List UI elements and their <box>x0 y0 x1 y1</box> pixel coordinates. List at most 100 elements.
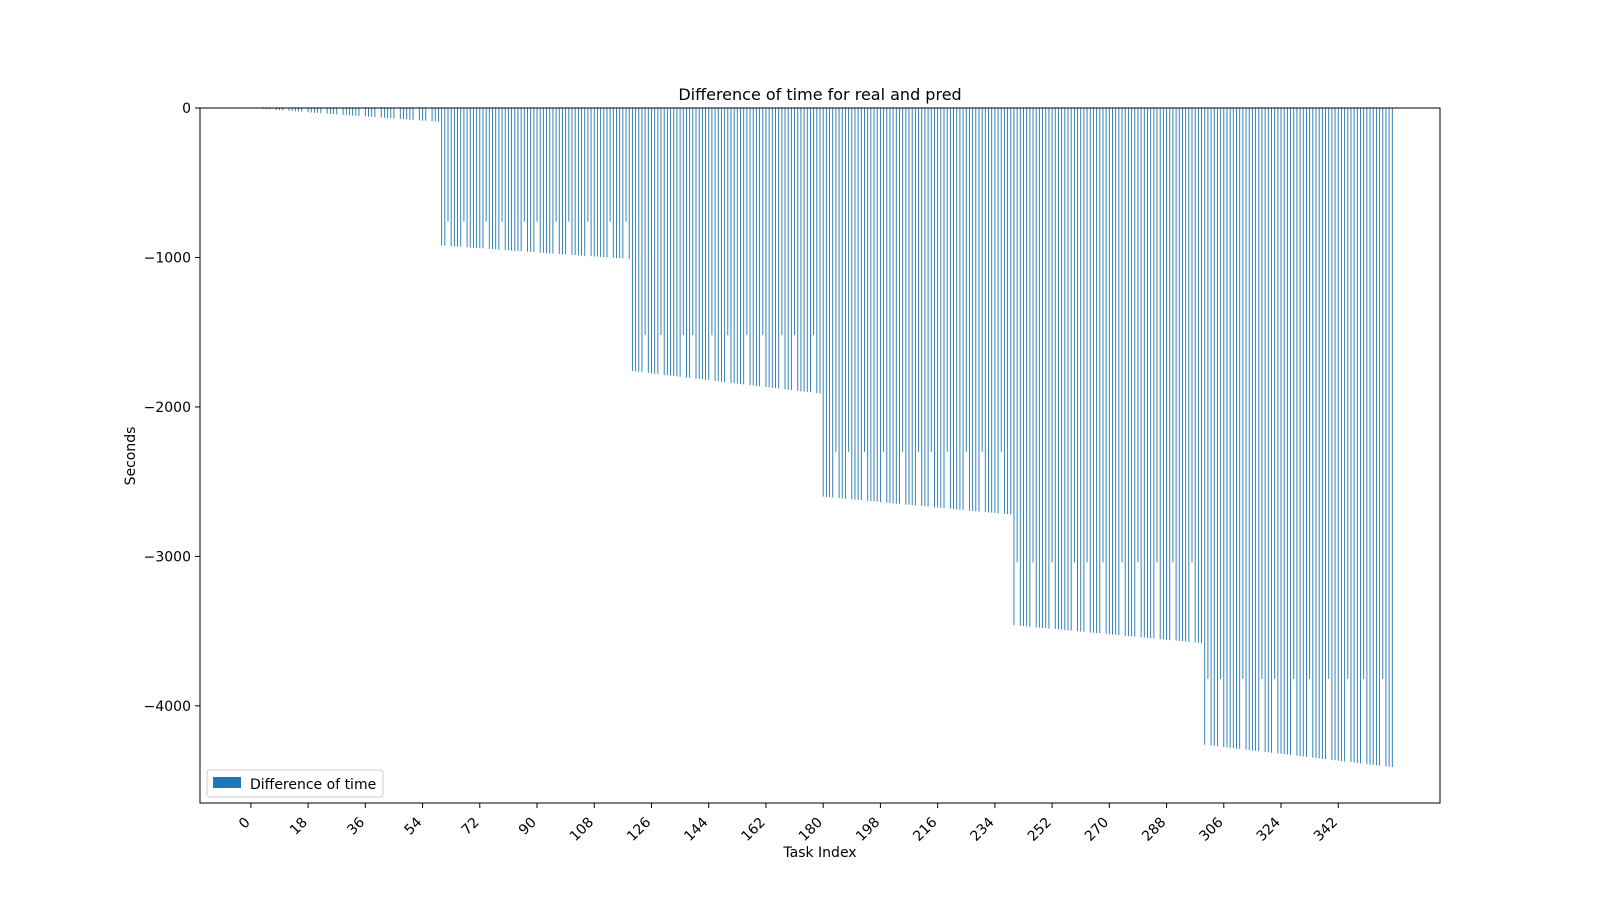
bar <box>1023 108 1024 627</box>
y-tick-label: −3000 <box>144 549 191 565</box>
bar <box>511 108 513 251</box>
bar <box>908 108 910 505</box>
bar <box>1306 108 1307 757</box>
bar <box>1213 108 1215 746</box>
y-axis-label: Seconds <box>123 427 139 486</box>
bar <box>698 108 700 380</box>
bar <box>663 108 665 375</box>
bar <box>520 108 522 252</box>
bar <box>752 108 754 386</box>
bar <box>1175 108 1177 641</box>
bar <box>345 108 347 115</box>
bar <box>1220 108 1222 679</box>
legend: Difference of time <box>206 769 384 798</box>
bar <box>348 108 350 116</box>
bar <box>1340 108 1342 762</box>
bar <box>1099 108 1101 634</box>
bar <box>1137 108 1139 563</box>
bar <box>848 108 850 452</box>
bar <box>418 108 420 121</box>
bar <box>571 108 573 255</box>
bar <box>622 108 624 259</box>
y-tick-label: 0 <box>182 101 191 117</box>
axes-frame <box>199 107 1441 804</box>
bar <box>1331 108 1333 760</box>
bar <box>965 108 967 452</box>
bar <box>803 108 805 392</box>
bar <box>1267 108 1269 753</box>
bar <box>342 108 344 115</box>
bar <box>1061 108 1063 630</box>
bar <box>1350 108 1352 763</box>
bar <box>1337 108 1339 761</box>
bar <box>574 108 576 256</box>
bar <box>1328 108 1330 679</box>
bar <box>1391 108 1393 768</box>
bar <box>927 108 929 507</box>
bar <box>1372 108 1374 765</box>
bar <box>937 108 939 508</box>
bar <box>577 108 579 256</box>
bar <box>1089 108 1091 633</box>
bar <box>835 108 837 452</box>
bar <box>1000 108 1002 452</box>
bar <box>1105 108 1107 634</box>
bar <box>1245 108 1247 750</box>
bar <box>469 108 471 248</box>
bar <box>1045 108 1047 629</box>
bar <box>832 108 834 498</box>
bar <box>631 108 633 372</box>
bar <box>1035 108 1037 628</box>
bar <box>393 108 395 119</box>
bar <box>638 108 640 372</box>
bar <box>320 108 322 114</box>
bar <box>949 108 951 509</box>
bar <box>879 108 881 503</box>
bar <box>946 108 948 452</box>
bar <box>968 108 970 511</box>
bar <box>1299 108 1301 757</box>
bar <box>701 108 703 380</box>
bar <box>695 108 697 379</box>
bar <box>1077 108 1078 632</box>
bar <box>666 108 668 376</box>
bar <box>358 108 360 116</box>
bar <box>495 108 497 250</box>
bar <box>1356 108 1358 763</box>
bar <box>873 108 875 502</box>
bar <box>860 108 862 501</box>
bar <box>482 108 484 249</box>
bar <box>727 108 729 336</box>
bar <box>978 108 980 512</box>
bar <box>291 108 293 112</box>
bar <box>746 108 748 336</box>
legend-box <box>206 769 384 798</box>
bar <box>1102 108 1104 563</box>
bar <box>762 108 764 336</box>
bar <box>790 108 792 391</box>
bar <box>682 108 684 336</box>
bar <box>492 108 493 250</box>
bar <box>1207 108 1209 679</box>
bar <box>326 108 328 114</box>
bar <box>720 108 722 382</box>
bar <box>1169 108 1171 641</box>
bar <box>352 108 354 116</box>
bar <box>921 108 923 507</box>
bar <box>953 108 954 510</box>
bar <box>660 108 662 336</box>
bar <box>934 108 935 508</box>
bar <box>816 108 818 394</box>
bar <box>781 108 783 336</box>
bar <box>889 108 891 503</box>
bar <box>975 108 977 512</box>
bar <box>1048 108 1050 629</box>
bar <box>485 108 487 222</box>
bar <box>1143 108 1145 638</box>
bar <box>784 108 786 390</box>
bar <box>1248 108 1250 751</box>
bar <box>1204 108 1206 745</box>
bar <box>736 108 738 384</box>
bar <box>1379 108 1381 766</box>
bar <box>498 108 500 250</box>
